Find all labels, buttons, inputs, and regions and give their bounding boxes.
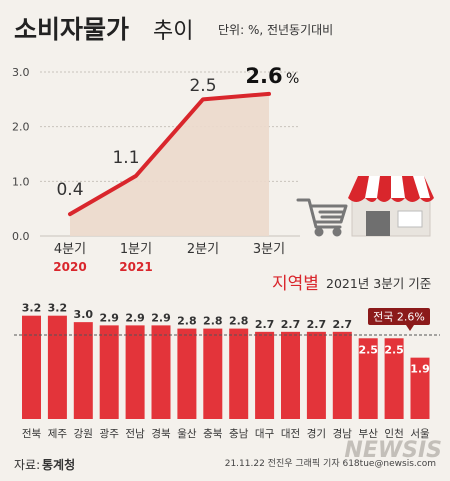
bar-value-label: 2.7: [333, 318, 353, 331]
region-bar: [47, 315, 67, 419]
region-bar: [177, 328, 197, 419]
y-tick-label: 2.0: [12, 121, 30, 134]
bar-value-label: 1.9: [410, 363, 430, 376]
bar-value-label: 2.9: [151, 311, 171, 324]
line-chart-y-ticks: 0.0 1.0 2.0 3.0: [12, 66, 30, 243]
bar-category-label: 경기: [307, 427, 326, 440]
line-value-label: 0.4: [56, 180, 83, 200]
region-bar: [384, 338, 404, 419]
newsis-logo: NEWSIS: [344, 438, 442, 463]
bar-category-label: 제주: [48, 428, 68, 440]
bar-category-label: 대구: [255, 428, 275, 440]
region-bar: [410, 357, 430, 419]
region-bar: [306, 331, 326, 419]
source-name: 통계청: [42, 457, 75, 472]
source-prefix: 자료:: [14, 458, 40, 472]
bar-value-label: 3.2: [22, 302, 42, 315]
line-value-label: 2.5: [189, 76, 216, 96]
line-chart-x-labels: 4분기 2020 1분기 2021 2분기 3분기: [53, 242, 285, 274]
region-bar: [358, 338, 378, 419]
region-chart-title: 지역별: [272, 274, 319, 294]
bar-category-label: 울산: [177, 428, 197, 440]
bar-value-label: 2.7: [307, 318, 327, 331]
bar-category-label: 강원: [74, 428, 93, 440]
x-category-label: 2분기: [187, 242, 219, 257]
bar-value-label: 2.8: [229, 315, 249, 328]
line-value-label: 1.1: [112, 148, 139, 168]
bar-value-label: 3.2: [48, 302, 68, 315]
bar-value-label: 2.7: [281, 318, 301, 331]
x-year-label: 2020: [53, 260, 86, 274]
region-chart-subtitle: 2021년 3분기 기준: [326, 276, 431, 291]
region-bar: [151, 325, 171, 419]
bar-category-label: 경남: [333, 427, 353, 440]
x-category-label: 3분기: [253, 242, 285, 257]
bar-value-label: 2.5: [384, 343, 404, 356]
y-tick-label: 3.0: [12, 66, 30, 79]
x-category-label: 4분기: [54, 242, 86, 257]
region-bar: [255, 331, 275, 419]
region-bar: [229, 328, 249, 419]
line-value-unit: %: [286, 71, 299, 87]
bar-value-label: 2.9: [125, 311, 145, 324]
region-bar: [99, 325, 119, 419]
reference-callout-pointer: [406, 325, 414, 332]
bar-value-label: 2.9: [99, 311, 119, 324]
bar-category-label: 대전: [281, 428, 300, 440]
bar-category-label: 전남: [125, 428, 145, 440]
unit-note: 단위: %, 전년동기대비: [218, 23, 333, 37]
y-tick-label: 0.0: [12, 230, 30, 243]
region-bar: [22, 315, 41, 419]
line-chart-value-labels: 0.4 1.1 2.5 2.6%: [56, 64, 299, 200]
line-chart-series: [68, 91, 271, 217]
bar-value-label: 2.8: [203, 315, 223, 328]
bar-value-label: 2.8: [177, 315, 197, 328]
store-icon: [348, 176, 434, 237]
bar-value-label: 2.5: [358, 343, 378, 356]
bar-value-label: 2.7: [255, 318, 275, 331]
bar-category-label: 경북: [151, 427, 171, 440]
bar-category-label: 충북: [203, 428, 223, 440]
line-chart-area: [70, 93, 269, 236]
bar-category-label: 충남: [229, 428, 249, 440]
region-bar-category-labels: 전북 제주 강원 광주 전남 경북 울산 충북 충남 대구 대전 경기 경남 부산 인천 서울: [22, 427, 430, 440]
bar-category-label: 인천: [384, 428, 403, 440]
credit-line: 21.11.22 전진우 그래픽 기자 618tue@newsis.com: [225, 458, 436, 469]
bar-value-label: 3.0: [74, 308, 94, 321]
reference-callout-label: 전국 2.6%: [373, 311, 425, 324]
national-reference-line: 전국 2.6%: [14, 308, 440, 336]
line-value-label: 2.6: [245, 64, 282, 88]
line-series-path: [68, 91, 271, 217]
region-bar-series: [22, 315, 430, 419]
bar-category-label: 부산: [359, 428, 379, 440]
region-bar: [332, 331, 352, 419]
reference-callout-box: [368, 308, 430, 326]
region-bar-value-labels: 3.2 3.2 3.0 2.9 2.9 2.9 2.8 2.8 2.8 2.7 2.7 2.7 2.7 2…: [22, 302, 430, 376]
bar-category-label: 광주: [100, 428, 120, 440]
region-bar: [125, 325, 145, 419]
region-bar: [73, 322, 93, 419]
line-area-fill: [70, 93, 269, 236]
region-bar: [203, 328, 223, 419]
region-bar: [281, 331, 300, 419]
bar-category-label: 서울: [410, 428, 430, 440]
y-tick-label: 1.0: [12, 175, 30, 188]
x-category-label: 1분기: [120, 242, 152, 257]
bar-category-label: 전북: [22, 428, 42, 440]
x-year-label: 2021: [119, 260, 152, 274]
chart-title-sub: 추이: [153, 19, 193, 44]
shopping-cart-icon: [296, 198, 348, 237]
chart-title: 소비자물가: [14, 15, 129, 44]
